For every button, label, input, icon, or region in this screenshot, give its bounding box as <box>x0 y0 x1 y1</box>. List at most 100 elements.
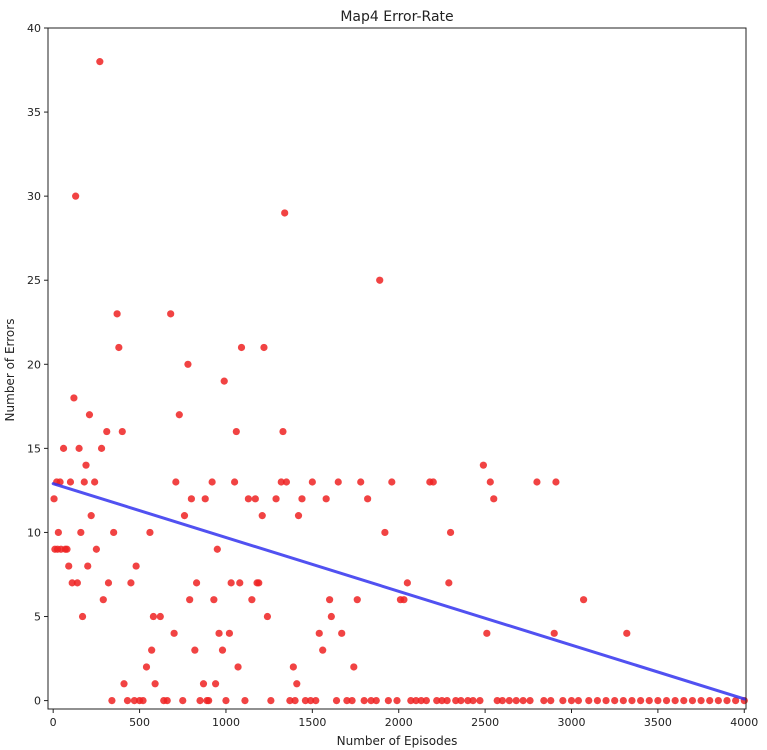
data-point <box>353 596 361 604</box>
data-point <box>498 696 506 705</box>
data-point <box>192 579 201 587</box>
data-point <box>574 696 583 705</box>
data-point <box>104 579 113 587</box>
data-point <box>585 696 593 705</box>
data-point <box>457 696 465 705</box>
data-point <box>327 612 335 621</box>
data-point <box>579 596 588 604</box>
data-point <box>180 512 189 520</box>
data-point <box>291 696 299 705</box>
data-point <box>267 696 275 705</box>
data-point <box>142 663 151 671</box>
data-point <box>312 696 320 705</box>
y-axis: 0 5 10 15 20 25 30 35 40 <box>27 22 48 708</box>
trend-line <box>51 482 746 701</box>
data-point <box>103 427 111 436</box>
data-point <box>384 696 392 705</box>
data-point <box>294 512 303 520</box>
data-point <box>85 411 94 419</box>
x-tick-label: 500 <box>129 716 150 729</box>
data-point <box>512 696 520 705</box>
data-point <box>70 394 78 402</box>
data-point <box>662 696 671 705</box>
data-point <box>301 696 310 705</box>
data-point <box>732 696 740 705</box>
data-point <box>77 528 85 537</box>
data-point <box>364 495 372 503</box>
data-point <box>654 696 662 705</box>
x-tick-label: 2000 <box>385 716 413 729</box>
data-point <box>210 596 218 604</box>
data-point <box>298 495 306 503</box>
data-point <box>372 696 380 705</box>
data-point <box>211 680 220 688</box>
data-point <box>97 444 106 452</box>
x-tick-label: 3000 <box>558 716 586 729</box>
data-point <box>412 696 420 705</box>
y-tick-label: 40 <box>27 22 41 35</box>
data-point <box>540 696 548 705</box>
data-point <box>127 579 135 587</box>
y-tick-label: 20 <box>27 358 41 371</box>
data-point <box>66 478 75 486</box>
points-layer <box>50 58 748 705</box>
data-point <box>723 696 731 705</box>
y-tick-label: 35 <box>27 106 41 119</box>
data-point <box>680 696 688 705</box>
data-point <box>476 696 484 705</box>
y-tick-label: 0 <box>34 695 41 708</box>
data-point <box>132 562 140 570</box>
data-point <box>417 696 425 705</box>
data-point <box>388 478 396 486</box>
data-point <box>218 646 227 654</box>
data-point <box>54 528 62 537</box>
data-point <box>149 612 157 621</box>
x-tick-label: 4000 <box>730 716 758 729</box>
data-point <box>697 696 705 705</box>
data-point <box>671 696 679 705</box>
data-point <box>113 310 121 318</box>
data-point <box>227 579 235 587</box>
data-point <box>281 209 289 217</box>
data-point <box>92 545 100 553</box>
data-point <box>552 478 560 486</box>
data-point <box>547 696 555 705</box>
y-tick-label: 10 <box>27 526 41 539</box>
data-point <box>446 528 455 537</box>
data-point <box>279 427 287 436</box>
data-point <box>490 495 498 503</box>
data-point <box>87 512 95 520</box>
data-point <box>550 629 558 637</box>
chart-title: Map4 Error-Rate <box>340 9 453 25</box>
data-point <box>464 696 472 705</box>
data-point <box>148 646 156 654</box>
data-point <box>63 545 71 553</box>
data-point <box>179 696 187 705</box>
data-point <box>277 478 285 486</box>
data-point <box>706 696 714 705</box>
data-point <box>199 680 208 688</box>
data-point <box>187 495 196 503</box>
data-point <box>602 696 610 705</box>
data-point <box>326 596 334 604</box>
data-point <box>443 696 451 705</box>
data-point <box>110 528 118 537</box>
data-point <box>360 696 368 705</box>
data-point <box>381 528 389 537</box>
data-point <box>234 663 242 671</box>
data-point <box>533 478 541 486</box>
data-point <box>50 495 58 503</box>
data-point <box>628 696 636 705</box>
data-point <box>367 696 375 705</box>
data-point <box>429 478 437 486</box>
data-point <box>82 461 90 469</box>
data-point <box>272 495 280 503</box>
data-point <box>99 596 107 604</box>
data-point <box>343 696 351 705</box>
data-point <box>376 276 384 284</box>
data-point <box>167 310 175 318</box>
data-point <box>308 478 316 486</box>
x-tick-label: 2500 <box>471 716 499 729</box>
data-point <box>319 646 327 654</box>
